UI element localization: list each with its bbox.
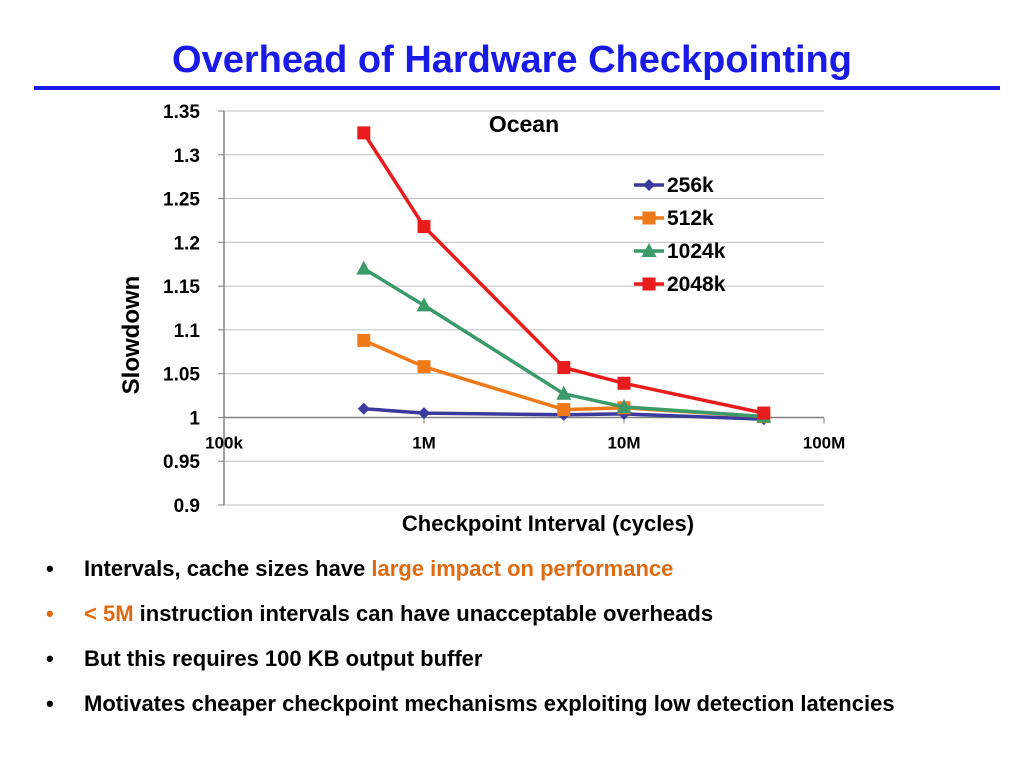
bullet-marker: •: [46, 691, 54, 716]
y-axis-title: Slowdown: [118, 276, 145, 395]
legend-label-256k: 256k: [667, 174, 714, 197]
data-point-2048k: [617, 376, 631, 390]
x-tick-label: 100M: [803, 433, 846, 452]
bullet-highlight: < 5M: [84, 601, 134, 626]
legend-marker-256k: [643, 179, 655, 191]
data-point-512k: [417, 360, 431, 374]
data-point-1024k: [556, 385, 572, 400]
data-point-2048k: [557, 361, 571, 375]
axes: [218, 110, 825, 506]
legend-marker-1024k: [641, 243, 657, 257]
bullet-item: • < 5M instruction intervals can have un…: [42, 597, 982, 630]
bullet-list: • Intervals, cache sizes have large impa…: [42, 552, 982, 732]
bullet-text: Motivates cheaper checkpoint mechanisms …: [84, 691, 895, 716]
bullet-marker: •: [46, 646, 54, 671]
bullet-marker: •: [46, 556, 54, 581]
data-point-2048k: [757, 406, 771, 420]
data-point-512k: [357, 333, 371, 347]
legend: 256k 512k 1024k 2048k: [634, 174, 726, 296]
x-tick-label: 100k: [205, 433, 243, 452]
bullet-highlight: large impact on performance: [371, 556, 674, 581]
x-axis-title: Checkpoint Interval (cycles): [402, 511, 694, 536]
x-tick-label: 10M: [607, 433, 640, 452]
legend-marker-2048k: [642, 277, 656, 291]
bullet-item: • But this requires 100 KB output buffer: [42, 642, 982, 675]
data-point-256k: [418, 407, 430, 420]
legend-label-2048k: 2048k: [667, 273, 726, 296]
x-tick-label: 1M: [412, 433, 436, 452]
axis-labels: 1.35 1.3 1.25 1.2 1.15 1.1 1.05 1 0.95 0.9 100k 1M 1…: [118, 102, 845, 536]
y-tick-label: 0.9: [174, 496, 200, 517]
bullet-item: • Intervals, cache sizes have large impa…: [42, 552, 982, 585]
bullet-marker: •: [46, 601, 54, 626]
slowdown-line-chart: 1.35 1.3 1.25 1.2 1.15 1.1 1.05 1 0.95 0.9 100k 1M 1…: [118, 102, 845, 536]
legend-marker-512k: [642, 211, 656, 225]
title-underline: [34, 86, 1000, 90]
gridlines: [224, 110, 824, 506]
y-tick-label: 1.25: [163, 190, 200, 211]
chart-title: Ocean: [489, 111, 559, 137]
data-point-1024k: [416, 297, 432, 312]
bullet-text: instruction intervals can have unaccepta…: [133, 601, 714, 626]
data-point-2048k: [357, 126, 371, 140]
series-lines: [356, 126, 772, 426]
bullet-text: Intervals, cache sizes have: [84, 556, 372, 581]
y-tick-label: 0.95: [163, 452, 200, 473]
data-point-1024k: [616, 398, 632, 413]
bullet-text: But this requires 100 KB output buffer: [84, 646, 483, 671]
legend-label-512k: 512k: [667, 207, 714, 230]
legend-label-1024k: 1024k: [667, 240, 726, 263]
y-tick-label: 1.15: [163, 277, 200, 298]
data-point-2048k: [417, 220, 431, 234]
y-tick-label: 1.05: [163, 365, 200, 386]
y-tick-label: 1: [189, 408, 200, 429]
slide-title: Overhead of Hardware Checkpointing: [172, 39, 852, 81]
y-tick-label: 1.35: [163, 102, 200, 123]
data-point-256k: [357, 402, 370, 415]
y-tick-label: 1.2: [174, 233, 200, 254]
data-point-512k: [557, 403, 571, 417]
y-tick-label: 1.1: [174, 321, 201, 342]
bullet-item: • Motivates cheaper checkpoint mechanism…: [42, 687, 982, 720]
y-tick-label: 1.3: [174, 146, 200, 167]
data-point-1024k: [356, 260, 372, 275]
